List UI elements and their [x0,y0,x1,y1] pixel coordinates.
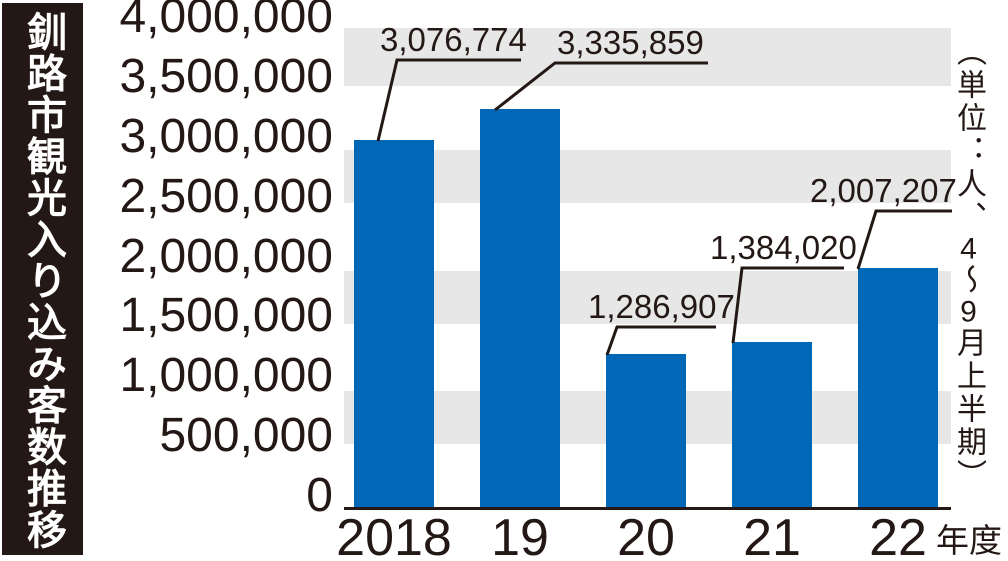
y-tick-2000000: 2,000,000 [119,230,333,283]
x-axis-line [344,507,951,510]
chart-title-bar: 釧路市観光入り込み客数推移 [2,3,83,555]
unit-note-digit: 9 [960,297,977,327]
x-tick-22: 22 [869,509,927,561]
chart-title: 釧路市観光入り込み客数推移 [21,11,65,551]
leader-line-21 [731,266,844,344]
y-tick-1000000: 1,000,000 [119,349,333,402]
x-tick-19: 19 [491,509,549,561]
x-tick-2018: 2018 [336,509,452,561]
x-tick-21: 21 [743,509,801,561]
grid-band [344,150,951,203]
leader-line-22 [856,209,952,270]
y-tick-2500000: 2,500,000 [119,170,333,223]
value-label-21: 1,384,020 [710,229,857,266]
grid-band [344,271,951,324]
bar-2018 [354,140,434,508]
leader-line-2018 [376,58,521,142]
leader-line-19 [494,61,708,112]
bar-21 [732,342,812,508]
leader-line-20 [605,325,716,356]
grid-band [344,28,951,86]
value-label-22: 2,007,207 [810,172,957,209]
y-tick-4000000: 4,000,000 [119,0,333,43]
bar-19 [480,109,560,508]
value-label-2018: 3,076,774 [380,21,527,58]
y-tick-3500000: 3,500,000 [119,50,333,103]
unit-note: （単位：人、4〜9月上半期） [952,36,985,492]
x-axis-unit-label: 年度 [936,522,1002,559]
y-tick-0: 0 [306,469,333,522]
bar-22 [858,268,938,508]
value-label-20: 1,286,907 [588,288,735,325]
unit-note-digit: 4 [960,234,977,264]
x-tick-20: 20 [617,509,675,561]
bar-20 [606,354,686,508]
y-tick-3000000: 3,000,000 [119,110,333,163]
value-label-19: 3,335,859 [557,24,704,61]
y-tick-500000: 500,000 [159,409,333,462]
y-tick-1500000: 1,500,000 [119,289,333,342]
